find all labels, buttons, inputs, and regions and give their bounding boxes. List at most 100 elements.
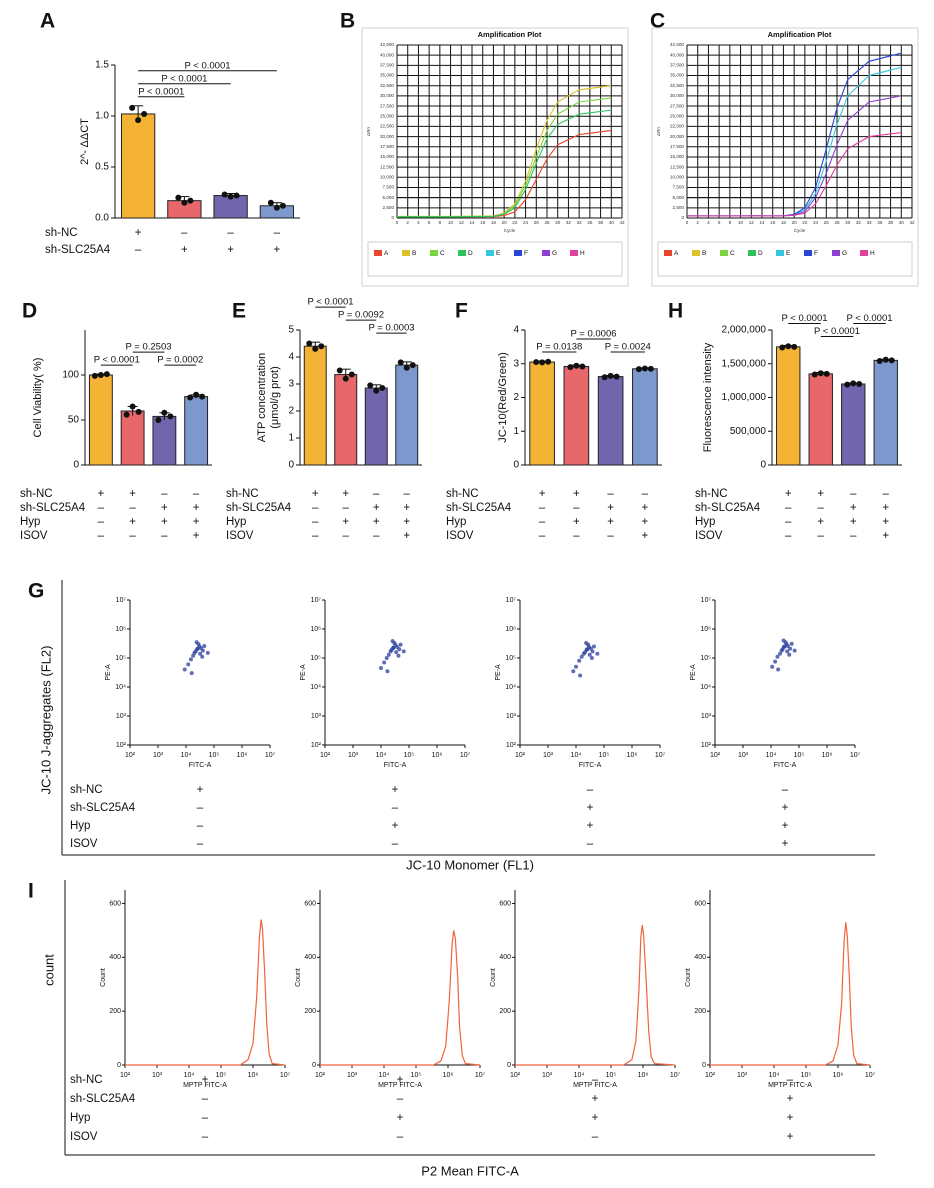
replicate-dot <box>312 345 319 352</box>
legend-box <box>367 241 623 277</box>
condition-sign: + <box>817 488 824 500</box>
x-tick-label: 10⁷ <box>265 752 276 759</box>
condition-sign: + <box>882 530 889 542</box>
y-tick-label: 50 <box>68 415 80 426</box>
condition-sign: + <box>312 488 319 500</box>
replicate-dot <box>850 380 857 387</box>
y-tick-label: 3 <box>513 358 519 369</box>
condition-sign: + <box>392 784 399 796</box>
condition-sign: + <box>787 1093 794 1105</box>
x-tick-label: 10⁷ <box>460 752 471 759</box>
replicate-dot <box>601 374 608 381</box>
condition-sign: + <box>161 516 168 528</box>
y-tick-label: 10⁵ <box>505 655 516 662</box>
y-tick-label: 0 <box>681 215 684 220</box>
condition-sign: – <box>785 502 792 514</box>
x-tick-label: 36 <box>587 220 593 225</box>
x-tick-label: 10⁵ <box>794 752 805 759</box>
condition-sign: + <box>129 516 136 528</box>
replicate-dot <box>647 365 654 372</box>
y-tick-label: 4 <box>288 352 294 363</box>
y-tick-label: 35,000 <box>670 73 684 78</box>
x-axis-label: Cycle <box>504 228 516 233</box>
x-tick-label: 10² <box>125 752 136 759</box>
condition-sign: – <box>197 820 204 832</box>
replicate-dot <box>129 104 136 111</box>
condition-sign: + <box>202 1074 209 1086</box>
y-tick-label: 10³ <box>311 713 322 720</box>
legend-swatch <box>832 250 840 256</box>
event-dot <box>194 640 199 645</box>
legend-label: G <box>842 250 847 257</box>
replicate-dot <box>91 372 98 379</box>
condition-sign: – <box>850 488 857 500</box>
legend-label: C <box>730 250 735 257</box>
y-tick-label: 42,500 <box>670 42 684 47</box>
p-value: P = 0.0024 <box>605 342 651 353</box>
x-tick-label: 10⁵ <box>606 1072 617 1079</box>
condition-sign: – <box>202 1093 209 1105</box>
x-tick-label: 10⁵ <box>209 752 220 759</box>
p-value: P < 0.0001 <box>161 73 207 84</box>
amplification-curve <box>397 109 612 218</box>
x-tick-label: 10⁶ <box>432 752 443 759</box>
replicate-dot <box>876 358 883 365</box>
condition-sign: + <box>782 802 789 814</box>
legend-swatch <box>542 250 550 256</box>
legend-label: D <box>758 250 763 257</box>
condition-label: sh-SLC25A4 <box>695 502 761 514</box>
condition-sign: – <box>785 516 792 528</box>
x-tick-label: 40 <box>899 220 905 225</box>
condition-sign: – <box>787 1074 794 1086</box>
panel-letter: G <box>28 580 44 603</box>
x-tick-label: 14 <box>759 220 765 225</box>
y-tick-label: 35,000 <box>380 73 394 78</box>
event-dot <box>398 642 403 647</box>
x-tick-label: 12 <box>459 220 465 225</box>
x-tick-label: 10² <box>705 1072 716 1079</box>
y-tick-label: 10⁷ <box>116 597 127 604</box>
condition-sign: – <box>274 227 281 239</box>
replicate-dot <box>187 394 194 401</box>
event-dot <box>587 652 592 657</box>
x-tick-label: 22 <box>802 220 808 225</box>
y-tick-label: 0 <box>760 460 766 471</box>
condition-sign: – <box>312 502 319 514</box>
condition-sign: + <box>587 820 594 832</box>
replicate-dot <box>181 199 188 206</box>
x-tick-label: 28 <box>544 220 550 225</box>
y-tick-label: 400 <box>304 954 316 961</box>
p-value: P = 0.0002 <box>157 355 203 366</box>
legend-label: F <box>524 250 528 257</box>
condition-sign: – <box>397 1093 404 1105</box>
replicate-dot <box>779 344 786 351</box>
condition-sign: + <box>587 802 594 814</box>
legend-label: A <box>384 250 389 257</box>
replicate-dot <box>373 387 380 394</box>
p-value: P = 0.2503 <box>125 342 171 353</box>
y-tick-label: 27,500 <box>380 103 394 108</box>
legend-swatch <box>692 250 700 256</box>
y-tick-label: 22,500 <box>380 124 394 129</box>
y-tick-label: 4 <box>513 325 519 336</box>
condition-sign: – <box>539 516 546 528</box>
x-tick-label: 10² <box>120 1072 131 1079</box>
plot-x-label: FITC-A <box>579 762 602 769</box>
condition-sign: – <box>129 530 136 542</box>
bar <box>776 346 801 466</box>
y-tick-label: 600 <box>304 900 316 907</box>
event-dot <box>781 638 786 643</box>
bar <box>120 410 145 466</box>
y-tick-label: 10⁷ <box>701 597 712 604</box>
event-dot <box>200 648 205 653</box>
condition-sign: – <box>129 502 136 514</box>
y-tick-label: 2,500 <box>673 205 685 210</box>
y-tick-label: 10,000 <box>670 175 684 180</box>
replicate-dot <box>103 371 110 378</box>
replicate-dot <box>135 408 142 415</box>
y-tick-label: 0 <box>507 1062 511 1069</box>
legend-label: F <box>814 250 818 257</box>
condition-sign: + <box>850 516 857 528</box>
condition-label: sh-NC <box>446 488 479 500</box>
condition-sign: + <box>573 516 580 528</box>
